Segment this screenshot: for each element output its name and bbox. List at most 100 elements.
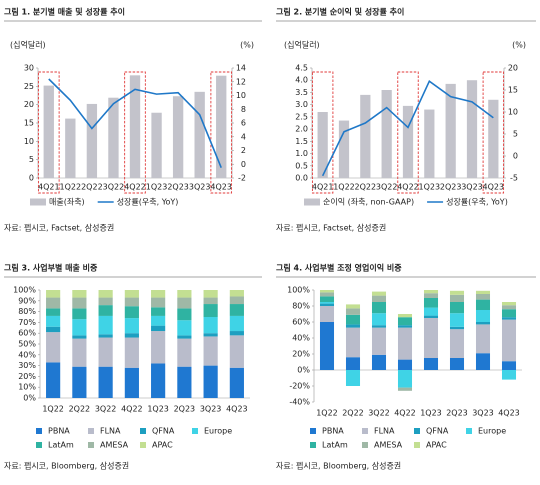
y-tick-label: 4.0 <box>295 76 308 85</box>
y-tick-label: 0 <box>29 174 34 183</box>
y-tick-label: 80% <box>292 302 310 311</box>
bar-segment <box>177 297 192 309</box>
bar-segment <box>423 315 439 318</box>
bar-segment <box>124 318 139 334</box>
legend-label: 순이익 (좌축, non-GAAP) <box>323 197 414 207</box>
bar <box>216 75 227 178</box>
bar <box>43 85 54 178</box>
x-tick-label: 3Q23 <box>461 183 483 192</box>
legend-swatch <box>140 442 146 448</box>
y-tick-label: 0% <box>23 394 36 403</box>
bar-segment <box>98 366 113 398</box>
y-tick-label: 1.0 <box>295 149 308 158</box>
bar-segment <box>345 327 361 358</box>
bar-segment <box>449 302 465 314</box>
legend-label: QFNA <box>426 427 449 436</box>
x-tick-label: 2Q23 <box>174 405 196 414</box>
bar <box>86 103 98 178</box>
bar-segment <box>475 294 491 300</box>
y-tick-label: 10% <box>18 383 36 392</box>
legend-swatch <box>36 442 42 448</box>
y-tick-label: 40% <box>292 334 310 343</box>
y2-tick-label: 8 <box>241 105 246 114</box>
bar-segment <box>423 298 439 308</box>
y-tick-label: 3.0 <box>295 100 308 109</box>
legend-label: APAC <box>426 441 447 450</box>
x-tick-label: 2Q23 <box>167 183 189 192</box>
y-tick-label: 50% <box>18 340 36 349</box>
bar-segment <box>203 304 218 317</box>
legend-label: LatAm <box>322 441 348 450</box>
chart-title: 그림 3. 사업부별 매출 비중 <box>4 263 98 273</box>
bar-segment <box>124 367 139 398</box>
y2-axis-label: (%) <box>240 41 254 50</box>
bar-segment <box>124 337 139 368</box>
bar-segment <box>72 297 87 309</box>
legend-label: 성장률(우축, YoY) <box>446 197 508 207</box>
y2-axis-label: (%) <box>512 41 526 50</box>
legend-label: 매출(좌축) <box>49 197 85 207</box>
legend-swatch <box>304 198 320 206</box>
bar-segment <box>397 359 413 370</box>
bar-segment <box>151 315 166 326</box>
legend-label: LatAm <box>48 441 74 450</box>
legend-swatch <box>310 442 316 448</box>
bar-segment <box>46 297 61 309</box>
bar-segment <box>449 294 465 302</box>
bar-segment <box>151 331 166 364</box>
y2-tick-label: 15 <box>508 86 518 95</box>
bar-segment <box>229 335 244 368</box>
bar-segment <box>371 313 387 326</box>
y2-tick-label: 6 <box>241 119 246 128</box>
bar-segment <box>345 304 361 309</box>
y-tick-label: 20 <box>24 100 34 109</box>
legend-label: AMESA <box>374 441 403 450</box>
bar-segment <box>46 332 61 363</box>
chart-title: 그림 1. 분기별 매출 및 성장률 추이 <box>4 7 125 17</box>
bar <box>194 91 205 178</box>
chart-title: 그림 2. 분기별 순이익 및 성장률 추이 <box>276 7 404 17</box>
bar-segment <box>177 308 192 321</box>
legend-label: FLNA <box>374 427 395 436</box>
legend-label: PBNA <box>322 427 344 436</box>
legend-swatch <box>466 428 472 434</box>
bar <box>338 120 350 178</box>
bar-segment <box>151 297 166 308</box>
bar-segment <box>423 293 439 298</box>
legend-label: FLNA <box>100 427 121 436</box>
bar <box>424 109 435 178</box>
legend-swatch <box>414 428 420 434</box>
bar <box>381 90 392 178</box>
bar-segment <box>319 306 335 322</box>
x-tick-label: 4Q22 <box>124 183 146 192</box>
bar-segment <box>501 309 517 318</box>
x-tick-label: 2Q22 <box>355 183 377 192</box>
x-tick-label: 1Q22 <box>316 409 338 418</box>
y-tick-label: 100% <box>287 286 310 295</box>
bar-segment <box>319 292 335 297</box>
bar-segment <box>501 370 517 380</box>
bar-segment <box>345 357 361 370</box>
legend-swatch <box>36 428 42 434</box>
line-series <box>48 78 222 168</box>
legend-label: Europe <box>478 427 506 436</box>
x-tick-label: 3Q22 <box>368 409 390 418</box>
bar <box>466 80 478 178</box>
bar-segment <box>98 337 113 367</box>
y-tick-label: 0.5 <box>295 161 308 170</box>
x-tick-label: 1Q22 <box>42 405 64 414</box>
bar-segment <box>475 310 491 322</box>
bar-segment <box>319 290 335 293</box>
bar-segment <box>229 367 244 398</box>
bar-segment <box>319 302 335 304</box>
legend-swatch <box>414 442 420 448</box>
bar <box>360 94 371 178</box>
y-tick-label: 80% <box>18 307 36 316</box>
bar-segment <box>98 305 113 316</box>
y-tick-label: 0.0 <box>295 174 308 183</box>
legend-label: PBNA <box>48 427 70 436</box>
bar-segment <box>397 327 413 360</box>
bar-segment <box>229 315 244 332</box>
bar-segment <box>46 308 61 316</box>
x-tick-label: 1Q22 <box>60 183 82 192</box>
